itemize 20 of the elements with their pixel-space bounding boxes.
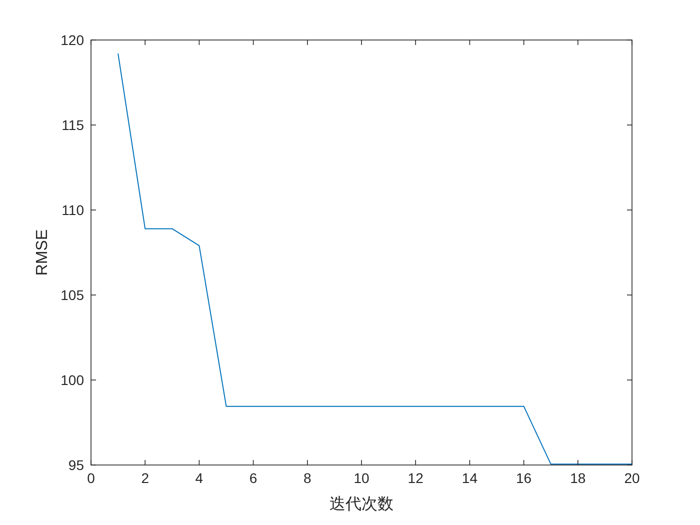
x-tick-label: 4 [195, 470, 204, 486]
y-tick-label: 115 [62, 116, 84, 133]
y-tick-label: 105 [60, 286, 84, 303]
x-tick-label: 2 [141, 470, 150, 486]
x-tick-label: 10 [354, 470, 370, 486]
y-tick-label: 100 [60, 372, 84, 388]
x-tick-label: 20 [624, 470, 640, 486]
x-tick-label: 12 [408, 470, 424, 486]
y-tick-label: 95 [68, 456, 84, 473]
x-tick-label: 0 [87, 470, 96, 486]
x-tick-label: 16 [516, 470, 532, 486]
y-tick-label: 120 [60, 32, 84, 48]
x-tick-label: 6 [249, 470, 258, 486]
x-axis-title: 迭代次数 [330, 495, 394, 513]
y-axis-title: RMSE [34, 229, 51, 276]
x-tick-label: 8 [304, 470, 312, 486]
line-series [118, 53, 632, 465]
x-tick-label: 14 [462, 470, 478, 486]
x-tick-label: 18 [570, 470, 586, 486]
y-tick-label: 110 [62, 202, 84, 218]
